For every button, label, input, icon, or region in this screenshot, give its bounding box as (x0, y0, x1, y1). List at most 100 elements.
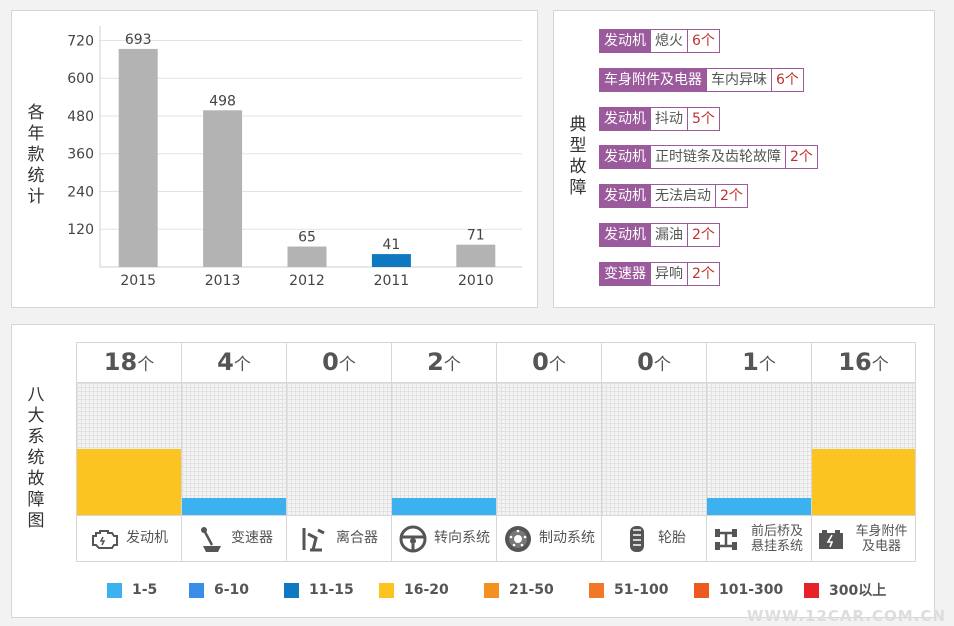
system-column[interactable]: 0个 制动系统 (496, 342, 601, 562)
fault-name-tag: 无法启动 (651, 184, 716, 209)
system-column[interactable]: 1个前后桥及悬挂系统 (706, 342, 811, 562)
system-count: 0个 (497, 343, 601, 383)
system-bar-area (812, 383, 915, 516)
system-count: 4个 (182, 343, 286, 383)
system-column[interactable]: 0个轮胎 (601, 342, 706, 562)
system-count-unit: 个 (653, 355, 671, 375)
title-char: 典 (569, 115, 587, 135)
system-label: 变速器 (231, 530, 273, 546)
bar (118, 48, 158, 267)
system-count-number: 1 (742, 348, 759, 376)
system-bar (812, 449, 915, 515)
fault-name-tag: 车内异味 (707, 67, 772, 92)
y-tick-label: 360 (67, 147, 94, 163)
system-name: 变速器 (182, 516, 286, 561)
fault-name-tag: 漏油 (651, 223, 688, 247)
system-count-number: 16 (838, 348, 872, 376)
system-bar (392, 497, 496, 515)
legend-item: 51-100 (589, 580, 694, 600)
steering-wheel-icon (398, 524, 428, 554)
typical-faults-panel: 典型故障 发动机 熄火 6个 车身附件及电器 车内异味 6个 发动机 抖动 5个 发动机 正时链条及… (553, 10, 935, 308)
legend-swatch (284, 582, 299, 598)
system-count-unit: 个 (137, 355, 155, 375)
legend-item: 101-300 (694, 580, 804, 600)
fault-item[interactable]: 发动机 无法启动 2个 (599, 184, 748, 209)
system-count-unit: 个 (548, 355, 566, 375)
system-bar-area (182, 383, 286, 516)
legend-label: 11-15 (309, 582, 354, 598)
legend-label: 101-300 (719, 582, 784, 598)
bar (203, 110, 243, 268)
system-count-unit: 个 (443, 355, 461, 375)
fault-item[interactable]: 发动机 正时链条及齿轮故障 2个 (599, 145, 818, 170)
system-column[interactable]: 2个转向系统 (391, 342, 496, 562)
x-tick-label: 2013 (205, 273, 241, 289)
fault-item[interactable]: 发动机 抖动 5个 (599, 106, 720, 131)
fault-item[interactable]: 发动机 熄火 6个 (599, 29, 720, 53)
system-count-number: 0 (322, 348, 339, 376)
bar (456, 244, 496, 267)
system-count-number: 4 (217, 348, 234, 376)
fault-count-tag: 5个 (688, 106, 720, 131)
x-tick-label: 2012 (289, 273, 325, 289)
system-column[interactable]: 4个变速器 (181, 342, 286, 562)
title-char: 各 (27, 103, 45, 123)
fault-count-tag: 6个 (772, 67, 804, 92)
axle-icon (711, 524, 741, 554)
system-label: 前后桥及悬挂系统 (750, 523, 803, 554)
legend-label: 300以上 (829, 583, 887, 599)
fault-item[interactable]: 变速器 异响 2个 (599, 261, 720, 286)
x-tick-label: 2010 (458, 273, 494, 289)
fault-system-tag: 车身附件及电器 (599, 67, 707, 92)
legend-swatch (589, 582, 604, 598)
year-stats-title: 各年款统计 (26, 103, 46, 208)
title-char: 障 (569, 178, 587, 198)
title-char: 故 (27, 469, 45, 489)
legend-swatch (379, 582, 394, 598)
title-char: 系 (27, 427, 45, 447)
fault-system-tag: 发动机 (599, 223, 651, 247)
x-tick-label: 2011 (374, 273, 410, 289)
legend: 1-5 6-10 11-15 16-20 21-50 51-100 101-300 300以上 (107, 580, 914, 600)
title-char: 大 (27, 406, 45, 426)
bar (287, 246, 327, 267)
fault-system-tag: 发动机 (599, 184, 651, 209)
system-column[interactable]: 0个离合器 (286, 342, 391, 562)
year-stats-panel: 各年款统计 120 240 360 480 600 720 693 2015 498 2013 65… (11, 10, 538, 308)
y-tick-label: 120 (67, 222, 94, 238)
battery-icon (816, 524, 846, 554)
title-char: 计 (27, 187, 45, 207)
system-name: 轮胎 (602, 516, 706, 561)
system-count: 0个 (602, 343, 706, 383)
system-bar-area (497, 383, 601, 516)
watermark: WWW.12CAR.COM.CN (746, 607, 946, 625)
system-column[interactable]: 16个 车身附件及电器 (811, 342, 916, 562)
system-count-unit: 个 (758, 355, 776, 375)
data-label: 41 (382, 237, 400, 253)
legend-label: 21-50 (509, 582, 554, 598)
system-count-number: 0 (532, 348, 549, 376)
title-char: 统 (27, 448, 45, 468)
legend-label: 6-10 (214, 582, 250, 598)
system-name: 转向系统 (392, 516, 496, 561)
title-char: 八 (27, 385, 45, 405)
legend-label: 1-5 (132, 582, 158, 598)
system-column[interactable]: 18个 发动机 (76, 342, 181, 562)
system-label: 离合器 (336, 530, 378, 546)
gear-shift-icon (195, 524, 225, 554)
title-char: 年 (27, 124, 45, 144)
data-label: 693 (125, 32, 152, 48)
fault-item[interactable]: 车身附件及电器 车内异味 6个 (599, 67, 804, 92)
system-count-number: 2 (427, 348, 444, 376)
system-count: 0个 (287, 343, 391, 383)
system-count: 2个 (392, 343, 496, 383)
legend-label: 16-20 (404, 582, 449, 598)
fault-item[interactable]: 发动机 漏油 2个 (599, 223, 720, 247)
legend-item: 300以上 (804, 580, 914, 600)
title-char: 图 (27, 511, 45, 531)
system-bar-area (707, 383, 811, 516)
year-stats-chart: 120 240 360 480 600 720 693 2015 498 2013 65 2012 41… (67, 26, 522, 289)
fault-system-tag: 发动机 (599, 106, 651, 131)
legend-swatch (694, 582, 709, 598)
fault-name-tag: 异响 (651, 261, 688, 286)
